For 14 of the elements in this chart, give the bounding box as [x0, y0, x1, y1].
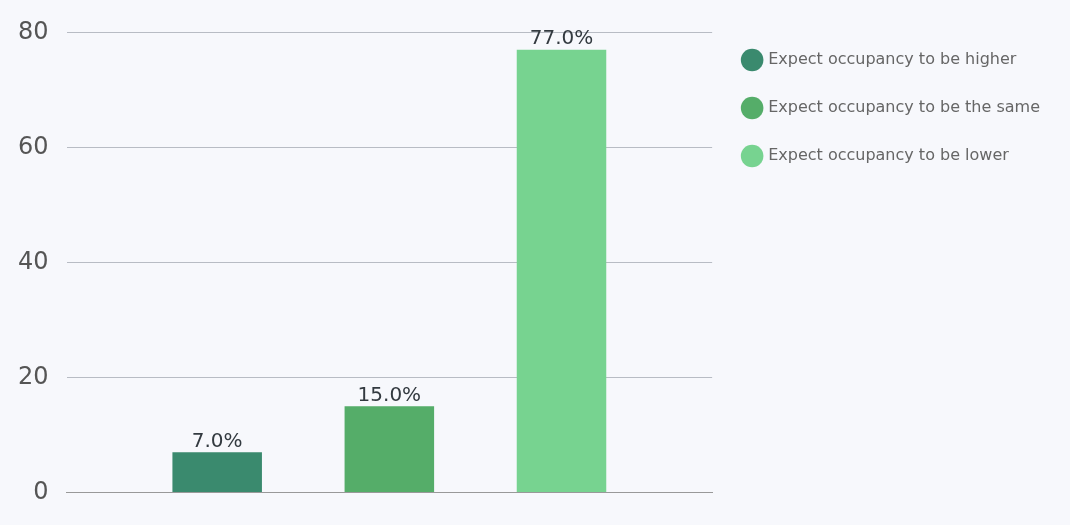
legend-label: Expect occupancy to be lower — [768, 145, 1010, 165]
bar — [172, 452, 262, 493]
data-label: 7.0% — [191, 427, 243, 452]
data-label: 15.0% — [357, 381, 422, 406]
bar — [344, 406, 435, 493]
y-tick-label: 0 — [33, 476, 49, 505]
legend-label: Expect occupancy to be the same — [768, 97, 1040, 117]
y-tick-label: 80 — [17, 16, 49, 45]
legend-label: Expect occupancy to be higher — [768, 49, 1017, 69]
data-label: 77.0% — [529, 24, 594, 49]
bar — [516, 49, 607, 493]
y-tick-label: 40 — [17, 246, 49, 275]
y-tick-label: 60 — [17, 131, 49, 160]
y-tick-label: 20 — [17, 361, 49, 390]
